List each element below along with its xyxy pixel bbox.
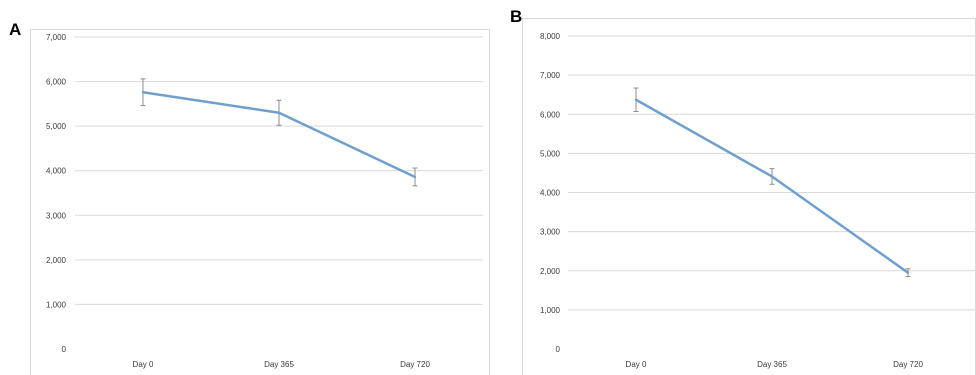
chart-b-x-tick-label: Day 720 (893, 360, 923, 369)
chart-b-y-tick-label: 8,000 (540, 32, 561, 41)
chart-a-frame (30, 29, 490, 375)
chart-a-y-tick-label: 4,000 (46, 167, 67, 176)
chart-a-y-tick-label: 3,000 (46, 211, 67, 220)
panel-label-a: A (9, 20, 22, 39)
chart-a-x-tick-label: Day 720 (400, 360, 430, 369)
chart-a-x-tick-label: Day 365 (264, 360, 294, 369)
chart-b-frame (522, 18, 976, 375)
chart-b-y-tick-label: 0 (556, 345, 561, 354)
chart-a-data-point (413, 175, 417, 179)
chart-a-y-tick-label: 5,000 (46, 122, 67, 131)
chart-b-data-point (906, 271, 910, 274)
chart-a-y-tick-label: 7,000 (46, 33, 67, 42)
chart-b-y-tick-label: 3,000 (540, 228, 561, 237)
chart-b-y-tick-label: 2,000 (540, 267, 561, 276)
chart-b-y-tick-label: 5,000 (540, 149, 561, 158)
chart-a-data-point (277, 111, 281, 114)
panel-label-b: B (510, 7, 523, 26)
chart-b-y-tick-label: 4,000 (540, 189, 561, 198)
chart-a-y-tick-label: 1,000 (46, 300, 67, 309)
chart-b-x-tick-label: Day 0 (626, 360, 647, 369)
chart-b-data-point (770, 175, 774, 178)
chart-b-y-tick-label: 6,000 (540, 110, 561, 119)
chart-a-data-point (141, 91, 145, 94)
chart-a-y-tick-label: 2,000 (46, 256, 67, 265)
chart-b-x-tick-label: Day 365 (757, 360, 787, 369)
chart-a-y-tick-label: 0 (62, 345, 67, 354)
chart-b-y-tick-label: 7,000 (540, 71, 561, 80)
chart-a-x-tick-label: Day 0 (133, 360, 154, 369)
chart-b-data-point (634, 98, 638, 101)
chart-a-y-tick-label: 6,000 (46, 78, 67, 87)
chart-b-y-tick-label: 1,000 (540, 306, 561, 315)
chart-b-series-line (635, 98, 909, 274)
